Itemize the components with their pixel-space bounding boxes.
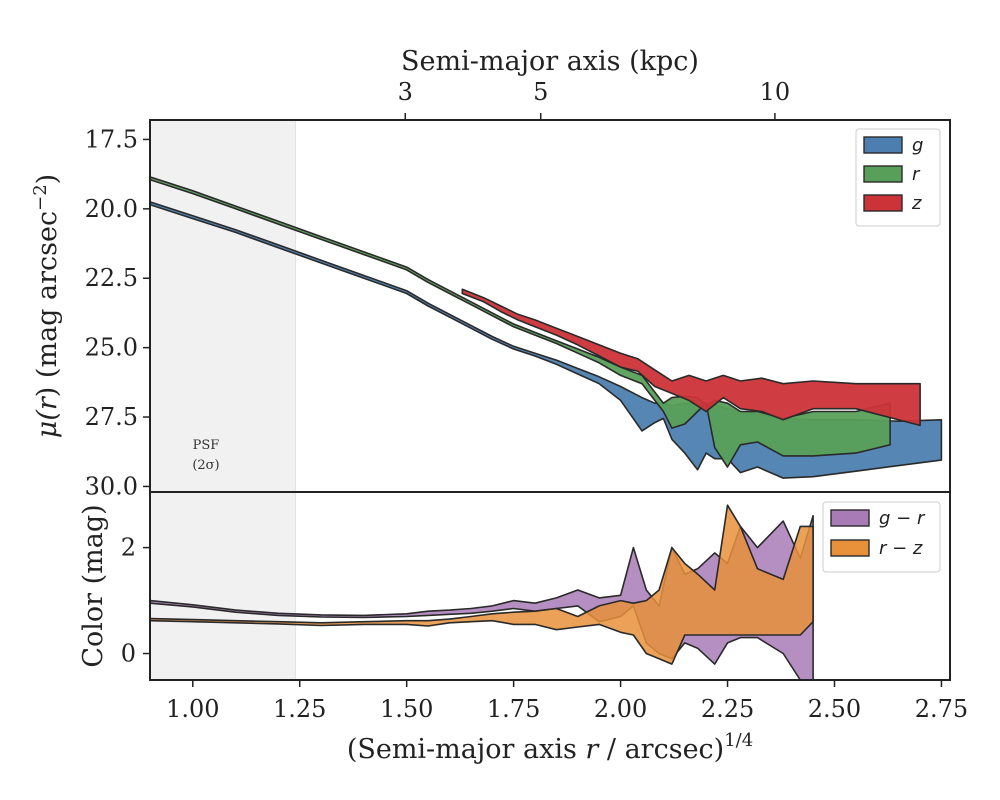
ytick-label-top: 20.0 <box>85 195 138 223</box>
band-g <box>150 201 943 479</box>
legend-bottom-label: g − r <box>879 508 926 529</box>
top-axis-title: Semi-major axis (kpc) <box>401 46 699 77</box>
band-group-z <box>461 288 921 427</box>
xtick-label: 1.75 <box>487 695 540 723</box>
xtick-label: 1.50 <box>380 695 433 723</box>
top-axis-tick-label: 5 <box>533 78 548 106</box>
xtick-label: 2.25 <box>701 695 754 723</box>
xtick-label: 2.75 <box>915 695 968 723</box>
band-group-r − z <box>150 504 814 665</box>
ytick-label-top: 27.5 <box>85 403 138 431</box>
bottom-y-axis-title: Color (mag) <box>78 504 109 667</box>
xtick-label: 1.00 <box>166 695 219 723</box>
ytick-label-top: 22.5 <box>85 264 138 292</box>
legend-bottom-label: r − z <box>879 538 923 559</box>
xtick-label: 1.25 <box>273 695 326 723</box>
band-r <box>150 176 891 468</box>
ytick-label-top: 25.0 <box>85 334 138 362</box>
x-axis-title: (Semi-major axis r / arcsec)1/4 <box>347 730 753 765</box>
psf-sigma-label: (2σ) <box>192 458 219 473</box>
xtick-label: 2.50 <box>808 695 861 723</box>
psf-label: PSF <box>193 438 220 453</box>
band-group-r <box>150 176 891 468</box>
ytick-label-bottom: 0 <box>121 640 136 668</box>
bottom-panel-frame <box>149 491 951 681</box>
top-axis-tick-label: 3 <box>398 78 413 106</box>
legend-top-label: g <box>912 135 923 156</box>
legend-top-swatch <box>863 136 903 154</box>
ytick-label-bottom: 2 <box>121 534 136 562</box>
ytick-label-top: 30.0 <box>85 472 138 500</box>
top-y-axis-title: μ(r) (mag arcsec−2) <box>30 174 63 438</box>
legend-top-swatch <box>863 165 903 183</box>
legend-bottom-swatch <box>830 509 870 527</box>
top-axis-tick-label: 10 <box>760 78 791 106</box>
xtick-label: 2.00 <box>594 695 647 723</box>
band-group-g <box>150 201 943 479</box>
band-z <box>461 288 921 427</box>
legend-bottom-swatch <box>830 539 870 557</box>
band-r − z <box>150 504 814 665</box>
legend-top-swatch <box>863 194 903 212</box>
ytick-label-top: 17.5 <box>85 125 138 153</box>
legend-top-label: z <box>911 193 922 214</box>
legend-top-label: r <box>912 164 921 185</box>
